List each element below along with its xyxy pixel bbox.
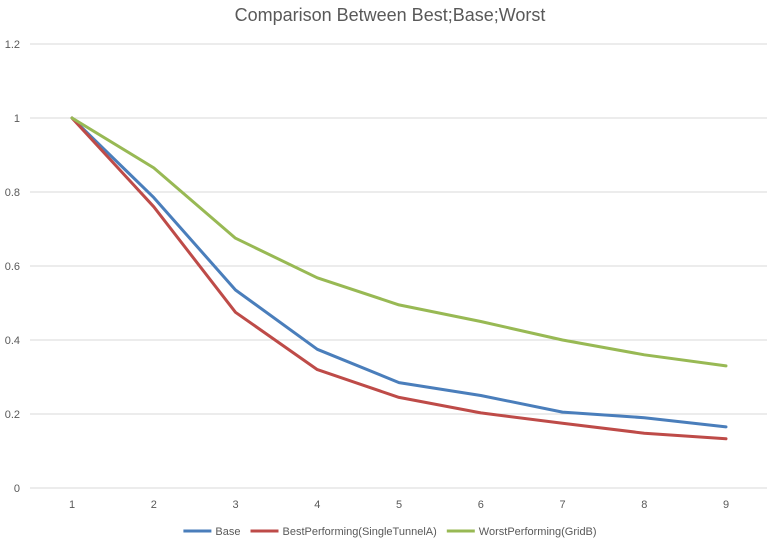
legend-item: Base	[183, 526, 240, 538]
series-lines	[70, 116, 728, 441]
x-tick-label: 4	[314, 499, 320, 511]
x-tick-label: 6	[478, 499, 484, 511]
x-tick-label: 1	[69, 499, 75, 511]
y-tick-label: 1	[14, 113, 20, 125]
y-tick-label: 0.8	[5, 187, 20, 199]
series-line	[70, 116, 728, 429]
legend-item: BestPerforming(SingleTunnelA)	[250, 526, 437, 538]
x-tick-label: 2	[151, 499, 157, 511]
grid	[30, 43, 767, 489]
x-axis-ticks: 1 2 3 4 5 6 7 8 9	[69, 499, 729, 511]
x-tick-label: 3	[232, 499, 238, 511]
legend-item: WorstPerforming(GridB)	[446, 526, 597, 538]
chart-title: Comparison Between Best;Base;Worst	[235, 5, 546, 25]
x-tick-label: 7	[559, 499, 565, 511]
y-axis-ticks: 0 0.2 0.4 0.6 0.8 1 1.2	[5, 39, 20, 495]
y-tick-label: 0	[14, 483, 20, 495]
legend-label: Base	[215, 526, 240, 538]
series-line	[70, 116, 728, 441]
legend-label: BestPerforming(SingleTunnelA)	[283, 526, 437, 538]
legend: Base BestPerforming(SingleTunnelA) WorstPe…	[183, 526, 597, 538]
x-tick-label: 5	[396, 499, 402, 511]
series-line	[70, 116, 728, 368]
x-tick-label: 9	[723, 499, 729, 511]
legend-label: WorstPerforming(GridB)	[479, 526, 597, 538]
y-tick-label: 0.6	[5, 261, 20, 273]
y-tick-label: 0.2	[5, 409, 20, 421]
y-tick-label: 0.4	[5, 335, 20, 347]
y-tick-label: 1.2	[5, 39, 20, 51]
x-tick-label: 8	[641, 499, 647, 511]
